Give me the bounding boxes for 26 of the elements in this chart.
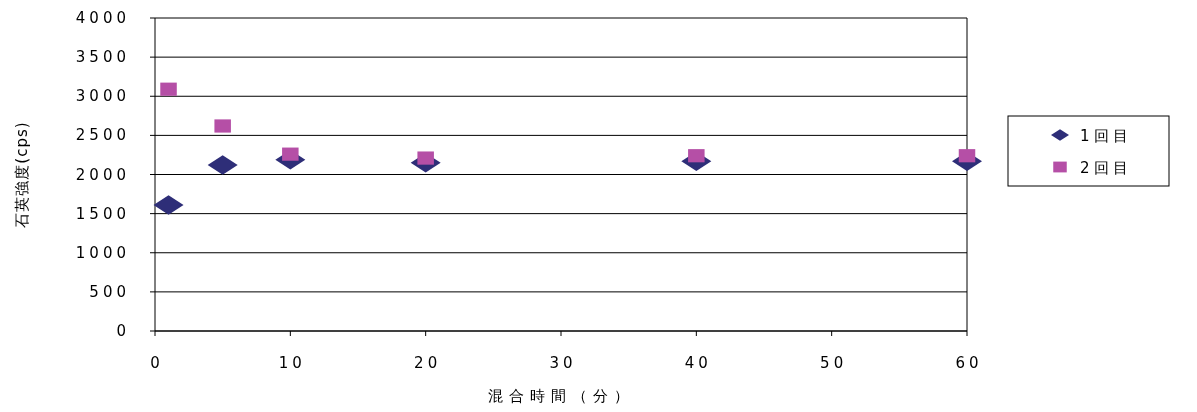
point	[214, 119, 231, 133]
y-tick-label: 0	[116, 322, 130, 340]
y-tick-label: 1500	[75, 204, 130, 223]
x-tick-label: 60	[955, 354, 983, 372]
point	[417, 151, 434, 165]
x-tick-label: 0	[150, 354, 164, 372]
x-tick-label: 30	[549, 354, 577, 372]
point	[282, 147, 299, 161]
x-axis-title: 混合時間（分）	[487, 387, 635, 405]
x-tick-label: 50	[820, 354, 848, 372]
y-tick-label: 2500	[75, 126, 130, 145]
y-axis-title: 石英強度(cps)	[13, 121, 31, 228]
point	[688, 149, 705, 163]
x-tick-label: 40	[684, 354, 712, 372]
y-tick-label: 2000	[75, 165, 130, 184]
x-tick-label: 10	[278, 354, 306, 372]
y-tick-label: 3500	[75, 48, 130, 67]
legend-label: 2回目	[1080, 159, 1132, 177]
y-tick-label: 3000	[75, 87, 130, 106]
y-tick-label: 500	[89, 282, 130, 301]
point	[958, 149, 976, 163]
y-tick-label: 1000	[75, 243, 130, 262]
x-tick-label: 20	[414, 354, 442, 372]
legend-label: 1回目	[1080, 127, 1132, 145]
point	[160, 82, 177, 96]
y-tick-label: 4000	[75, 9, 130, 27]
